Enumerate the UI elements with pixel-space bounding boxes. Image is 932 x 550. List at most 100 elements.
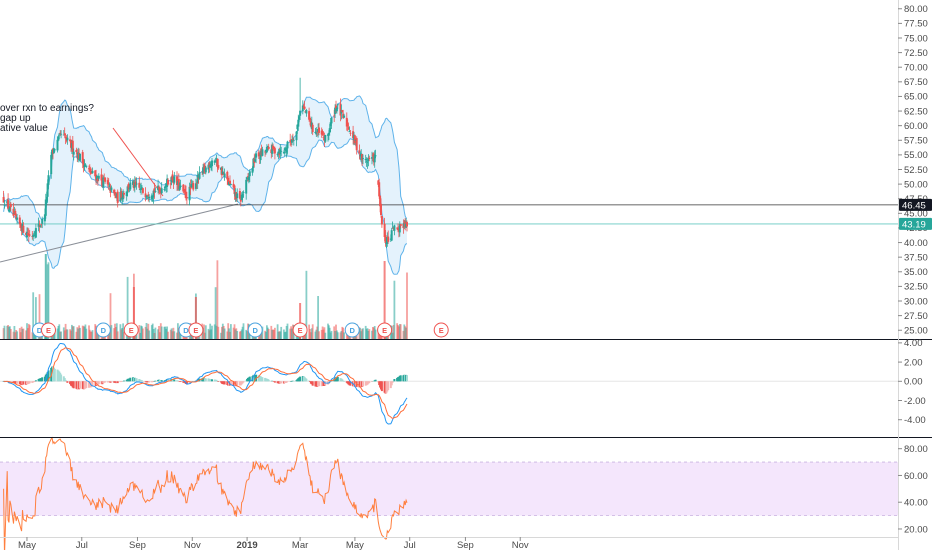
macd-histogram-bar — [110, 381, 113, 383]
candle-body — [179, 185, 182, 187]
volume-bar — [393, 280, 396, 339]
macd-histogram-bar — [60, 374, 63, 382]
candle-body — [154, 191, 157, 192]
candle-body — [138, 182, 141, 188]
event-marker-label: E — [129, 326, 134, 335]
volume-bar — [204, 325, 207, 339]
volume-bar — [316, 326, 319, 339]
volume-bar — [32, 292, 35, 339]
candle-body — [245, 179, 248, 194]
volume-bar — [364, 325, 367, 339]
volume-bar — [324, 332, 327, 339]
volume-bar — [53, 329, 56, 339]
volume-bar — [336, 332, 339, 339]
macd-histogram-bar — [79, 381, 81, 389]
candle-body — [217, 165, 220, 169]
macd-histogram-bar — [123, 380, 125, 382]
volume-bar — [320, 329, 323, 339]
macd-histogram-bar — [141, 380, 143, 382]
candle-body — [379, 195, 382, 207]
candle-body — [246, 177, 249, 180]
candle-body — [66, 137, 69, 141]
volume-bar — [115, 323, 118, 339]
candle-body — [303, 106, 306, 109]
candle-body — [82, 160, 85, 168]
macd-histogram-bar — [185, 381, 188, 385]
candle-body — [56, 139, 59, 151]
candle-body — [292, 139, 295, 141]
candle-body — [297, 119, 300, 127]
macd-histogram-bar — [374, 379, 377, 382]
macd-histogram-bar — [135, 378, 138, 382]
candle-body — [324, 135, 327, 142]
macd-pane[interactable] — [0, 343, 898, 425]
volume-bar — [239, 331, 242, 339]
candle-body — [259, 150, 262, 161]
candle-body — [271, 145, 274, 154]
candle-body — [280, 150, 283, 152]
volume-bar — [72, 326, 75, 339]
candle-body — [315, 131, 318, 135]
volume-bar — [230, 324, 232, 339]
volume-bar — [148, 330, 151, 339]
volume-bar — [289, 328, 292, 339]
rsi-pane[interactable] — [0, 436, 898, 550]
volume-bar — [9, 329, 12, 339]
candle-body — [339, 103, 342, 116]
volume-bar — [16, 331, 18, 339]
rsi-axis-tick-label: 80.00 — [904, 444, 928, 455]
candle-body — [114, 192, 116, 195]
candle-body — [341, 110, 344, 112]
price-axis-tick-label: 25.00 — [904, 326, 928, 337]
candle-body — [88, 168, 90, 170]
candle-body — [285, 147, 288, 153]
hline-price-tag-bg — [899, 198, 932, 211]
macd-histogram-bar — [349, 381, 352, 386]
candle-body — [96, 178, 99, 182]
volume-bar — [203, 324, 205, 339]
event-marker-d — [247, 322, 263, 338]
candle-body — [127, 184, 130, 190]
volume-bar — [122, 323, 124, 339]
volume-bar — [236, 331, 239, 339]
candle-body — [71, 140, 74, 152]
volume-bar — [66, 329, 69, 339]
candle-body — [211, 160, 213, 167]
macd-histogram-bar — [204, 378, 207, 382]
candle-body — [94, 170, 97, 177]
candle-body — [255, 153, 258, 158]
candle-body — [26, 233, 29, 235]
macd-histogram-bar — [148, 381, 151, 383]
candle-body — [355, 138, 358, 151]
volume-bar — [150, 325, 153, 339]
macd-histogram-bar — [176, 380, 179, 382]
volume-bar — [28, 325, 31, 339]
candle-body — [164, 187, 167, 188]
macd-histogram-bar — [22, 381, 25, 385]
macd-histogram-bar — [16, 381, 19, 384]
candle-body — [248, 171, 251, 177]
event-marker-d — [344, 322, 360, 338]
annotation-line-3: ative value — [0, 123, 48, 134]
hline-price-tag: 46.45 — [902, 200, 926, 211]
volume-bar — [399, 324, 402, 339]
candle-body — [190, 184, 193, 188]
candle-body — [185, 197, 188, 199]
candle-body — [335, 105, 337, 109]
candle-body — [113, 189, 116, 193]
volume-bar — [271, 329, 274, 339]
volume-bar — [160, 326, 163, 339]
candle-body — [321, 132, 324, 135]
volume-bar — [235, 328, 238, 339]
bollinger-upper-line — [3, 95, 408, 221]
candle-body — [107, 184, 110, 185]
macd-histogram-bar — [34, 380, 37, 382]
candle-body — [308, 111, 311, 120]
candle-body — [72, 151, 75, 155]
macd-histogram-bar — [305, 378, 308, 382]
candle-body — [120, 191, 123, 199]
price-axis-tick-label: 37.50 — [904, 253, 928, 264]
candle-body — [380, 203, 382, 215]
